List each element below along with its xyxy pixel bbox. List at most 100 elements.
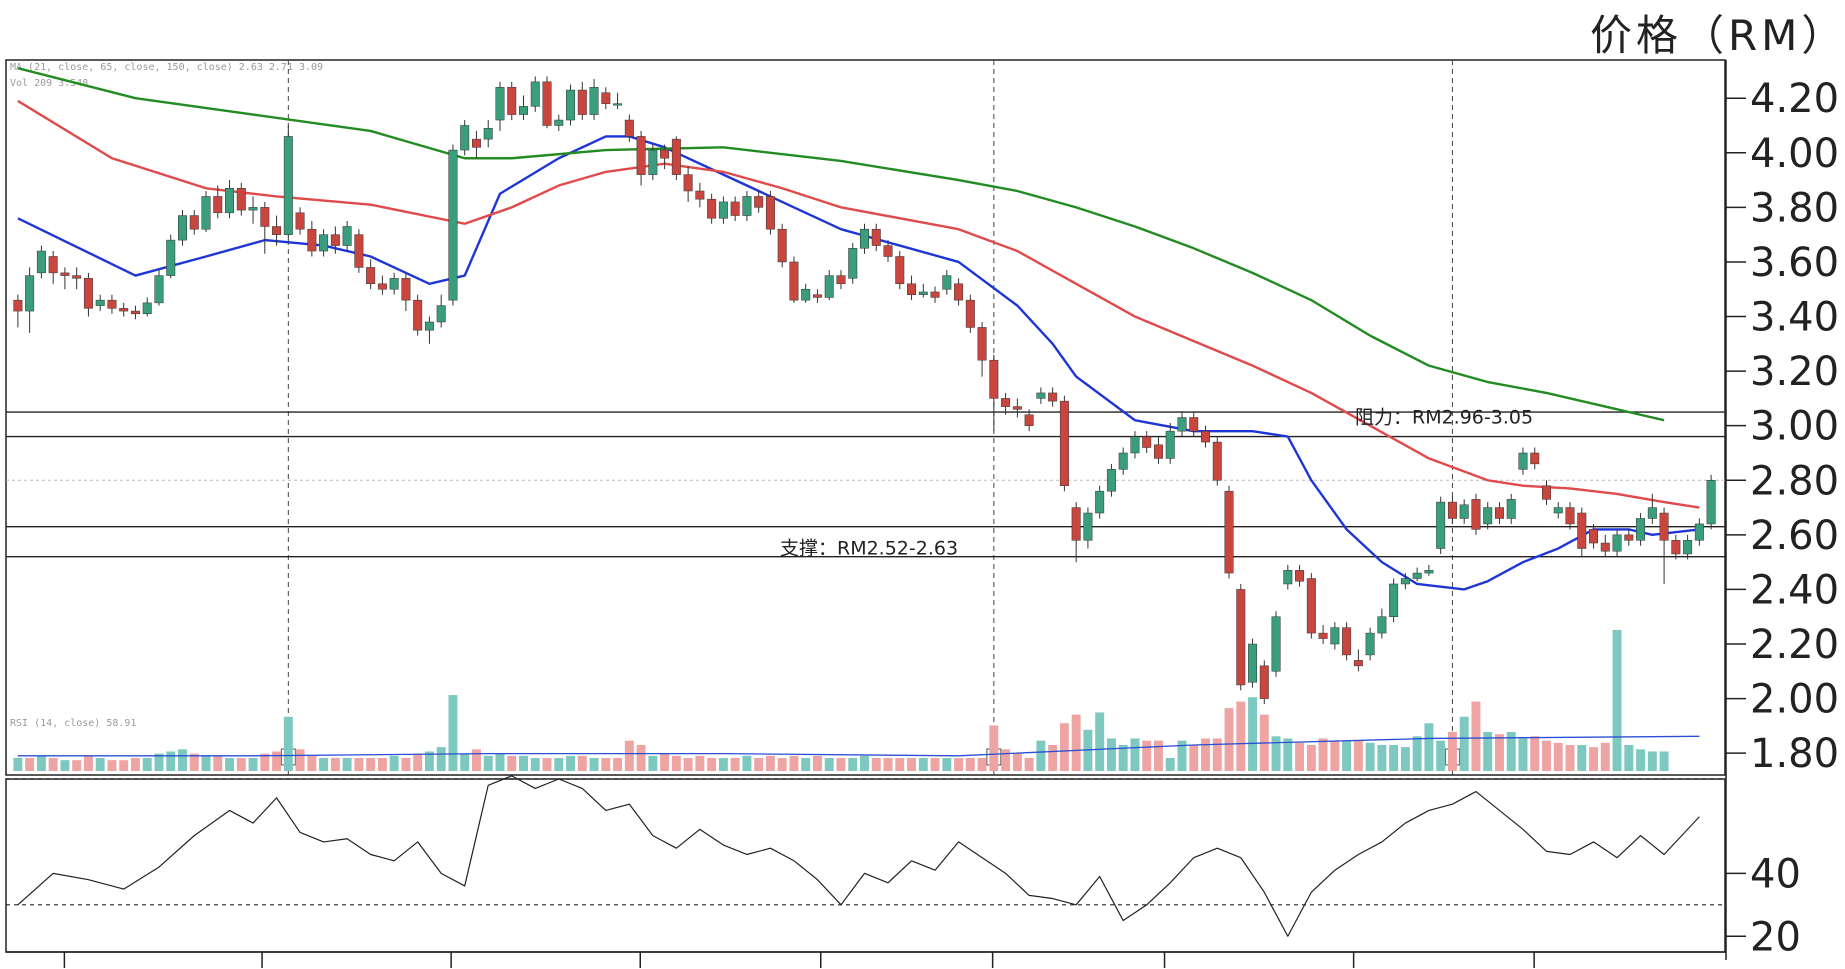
- volume-bar: [1424, 723, 1434, 771]
- candle-body: [201, 196, 211, 230]
- candle-body: [1412, 572, 1422, 579]
- candle-body: [1636, 518, 1646, 541]
- volume-bar: [765, 755, 775, 771]
- candle-body: [1694, 523, 1704, 541]
- candle-body: [1459, 504, 1469, 519]
- price-tick-label: 4.20: [1750, 76, 1839, 122]
- volume-bar: [319, 757, 329, 771]
- candle-body: [436, 305, 446, 323]
- candle-body: [742, 196, 752, 216]
- volume-bar: [848, 757, 858, 771]
- candle-body: [1553, 507, 1563, 514]
- candle-body: [812, 294, 822, 298]
- candle-body: [1201, 430, 1210, 443]
- volume-bar: [1365, 742, 1375, 771]
- volume-bar: [860, 755, 869, 771]
- volume-bar: [1389, 744, 1399, 771]
- volume-bar: [1612, 630, 1622, 771]
- volume-bar: [918, 757, 928, 771]
- volume-bar: [483, 755, 493, 771]
- volume-bar: [613, 757, 623, 771]
- candle-body: [789, 261, 799, 301]
- volume-bar: [566, 755, 576, 771]
- volume-bar: [1577, 744, 1587, 771]
- volume-bar: [519, 755, 528, 771]
- candle-body: [1706, 480, 1716, 525]
- candle-body: [954, 283, 964, 301]
- volume-bar: [895, 757, 905, 771]
- volume-bar: [530, 757, 540, 771]
- candle-body: [754, 196, 764, 208]
- volume-bar: [1659, 751, 1669, 771]
- rsi-panel-frame: [5, 778, 1726, 953]
- candle-body: [695, 190, 705, 200]
- volume-bar: [1118, 744, 1128, 771]
- volume-bar: [730, 757, 740, 771]
- volume-bar: [1142, 740, 1152, 771]
- candle-body: [1342, 627, 1352, 656]
- candle-body: [1306, 578, 1316, 634]
- y-axis-unit: 价格（RM）: [1590, 11, 1845, 60]
- candle-body: [824, 275, 834, 298]
- candle-body: [1118, 452, 1128, 470]
- volume-bar: [1177, 740, 1187, 771]
- candle-body: [283, 136, 293, 235]
- volume-bar: [1295, 742, 1305, 771]
- candle-body: [36, 250, 46, 274]
- volume-bar: [342, 757, 352, 771]
- volume-bar: [25, 757, 35, 771]
- candle-body: [1506, 499, 1516, 519]
- volume-bar: [36, 755, 46, 771]
- candle-body: [1318, 632, 1328, 639]
- volume-bar: [695, 755, 705, 771]
- volume-bar: [1518, 738, 1528, 771]
- volume-bar: [1494, 734, 1504, 771]
- volume-bar: [671, 755, 681, 771]
- candle-body: [377, 283, 387, 290]
- volume-bar: [1353, 740, 1363, 771]
- candle-body: [60, 272, 70, 276]
- candle-body: [942, 275, 952, 290]
- candle-body: [48, 256, 58, 274]
- candle-body: [918, 291, 928, 295]
- candle-body: [401, 278, 411, 301]
- volume-bar: [471, 749, 481, 771]
- volume-bar: [1224, 708, 1234, 771]
- candle-body: [848, 248, 858, 279]
- volume-bar: [460, 753, 470, 771]
- candle-body: [554, 119, 564, 126]
- candle-body: [95, 299, 105, 306]
- volume-bar: [871, 757, 881, 771]
- volume-bar: [413, 753, 423, 771]
- volume-bar: [330, 757, 340, 771]
- volume-bar: [1283, 738, 1293, 771]
- volume-bar: [1048, 744, 1058, 771]
- volume-bar: [401, 757, 411, 771]
- price-tick-label: 4.00: [1750, 131, 1839, 177]
- candle-body: [330, 234, 340, 246]
- candle-body: [72, 275, 82, 279]
- volume-bar: [213, 755, 223, 771]
- volume-bar: [577, 755, 587, 771]
- candle-body: [1518, 452, 1528, 470]
- volume-bar: [1165, 757, 1175, 771]
- candle-body: [836, 275, 846, 285]
- volume-bar: [283, 716, 293, 771]
- volume-bar: [883, 757, 893, 771]
- candle-body: [1389, 583, 1399, 617]
- candle-body: [1224, 490, 1234, 574]
- candle-body: [248, 207, 258, 211]
- volume-bar: [624, 740, 634, 771]
- ma-line-ma65: [17, 99, 1700, 509]
- volume-bar: [1236, 701, 1246, 771]
- volume-bar: [1471, 701, 1481, 771]
- candle-body: [1095, 490, 1105, 514]
- candle-body: [542, 81, 552, 126]
- candle-body: [1083, 512, 1093, 541]
- candle-body: [119, 308, 129, 312]
- candle-body: [1165, 430, 1175, 459]
- candle-body: [1259, 665, 1269, 699]
- candle-body: [1353, 660, 1363, 667]
- volume-bar: [554, 757, 564, 771]
- candle-body: [413, 299, 423, 331]
